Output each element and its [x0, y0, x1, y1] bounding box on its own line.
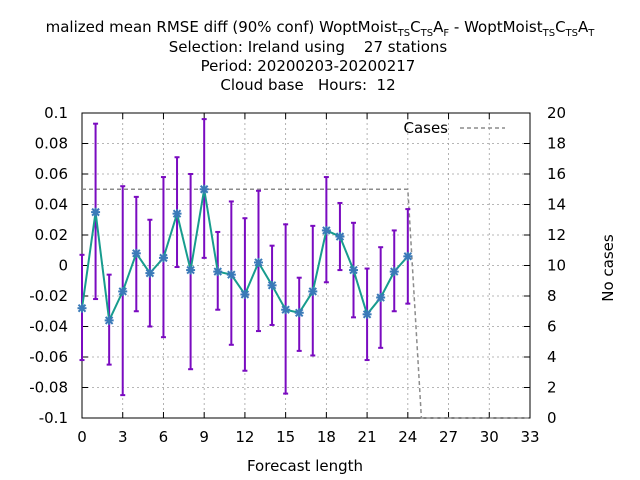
data-point	[294, 308, 304, 318]
y-tick-label: -0.06	[29, 348, 68, 366]
y2-tick-label: 10	[547, 257, 566, 275]
cases-series	[82, 188, 530, 419]
x-tick-label: 30	[480, 428, 499, 446]
y-tick-label: 0.1	[44, 104, 68, 122]
y-tick-label: 0	[58, 257, 68, 275]
y2-tick-label: 18	[547, 135, 566, 153]
x-tick-label: 3	[118, 428, 128, 446]
data-point	[118, 286, 128, 296]
y2-tick-label: 20	[547, 104, 566, 122]
data-point	[253, 257, 263, 267]
x-tick-label: 9	[199, 428, 209, 446]
y2-tick-label: 2	[547, 379, 557, 397]
x-tick-label: 6	[159, 428, 169, 446]
y2-tick-label: 12	[547, 226, 566, 244]
x-tick-label: 24	[398, 428, 417, 446]
x-tick-label: 21	[358, 428, 377, 446]
data-point	[389, 267, 399, 277]
y-tick-label: 0.02	[35, 226, 68, 244]
data-point	[186, 265, 196, 275]
chart-title-line2: Selection: Ireland using 27 stations	[169, 38, 448, 56]
data-point	[321, 225, 331, 235]
x-tick-label: 27	[439, 428, 458, 446]
y-tick-label: 0.06	[35, 165, 68, 183]
y2-tick-label: 0	[547, 409, 557, 427]
y-tick-label: 0.08	[35, 135, 68, 153]
y2-axis-label: No cases	[599, 234, 617, 302]
y2-tick-label: 6	[547, 318, 557, 336]
data-point	[91, 207, 101, 217]
x-axis-label: Forecast length	[247, 457, 363, 475]
mean-diff-series	[77, 184, 413, 325]
x-tick-label: 33	[520, 428, 539, 446]
data-point	[145, 268, 155, 278]
legend: Cases	[403, 119, 505, 137]
data-point	[308, 286, 318, 296]
chart-title-line4: Cloud base Hours: 12	[220, 76, 395, 94]
x-tick-label: 18	[317, 428, 336, 446]
data-point	[349, 265, 359, 275]
chart-title-line1: malized mean RMSE diff (90% conf) WoptMo…	[46, 18, 596, 39]
data-point	[362, 309, 372, 319]
data-point	[199, 184, 209, 194]
data-point	[213, 267, 223, 277]
y-tick-label: -0.04	[29, 318, 68, 336]
data-point	[267, 280, 277, 290]
y-tick-label: -0.08	[29, 379, 68, 397]
error-bars	[79, 118, 411, 397]
data-point	[172, 209, 182, 219]
data-point	[240, 289, 250, 299]
chart-title-line3: Period: 20200203-20200217	[201, 57, 416, 75]
y-tick-label: -0.1	[39, 409, 68, 427]
tick-labels: 0 3 6 9 12 15 18 21 24 27 30 330.10.080.060.040.020…	[29, 104, 566, 446]
data-point	[403, 251, 413, 261]
x-tick-label: 0	[77, 428, 87, 446]
data-point	[335, 232, 345, 242]
x-tick-label: 12	[235, 428, 254, 446]
x-tick-label: 15	[276, 428, 295, 446]
y2-tick-label: 16	[547, 165, 566, 183]
y2-tick-label: 4	[547, 348, 557, 366]
data-point	[376, 293, 386, 303]
data-point	[77, 303, 87, 313]
y2-tick-label: 14	[547, 196, 566, 214]
data-point	[131, 248, 141, 258]
y-tick-label: 0.04	[35, 196, 68, 214]
data-point	[104, 315, 114, 325]
y2-tick-label: 8	[547, 287, 557, 305]
data-point	[281, 305, 291, 315]
legend-label-cases: Cases	[403, 119, 448, 137]
data-point	[158, 253, 168, 263]
y-tick-label: -0.02	[29, 287, 68, 305]
data-point	[226, 270, 236, 280]
cases-line	[82, 188, 530, 419]
